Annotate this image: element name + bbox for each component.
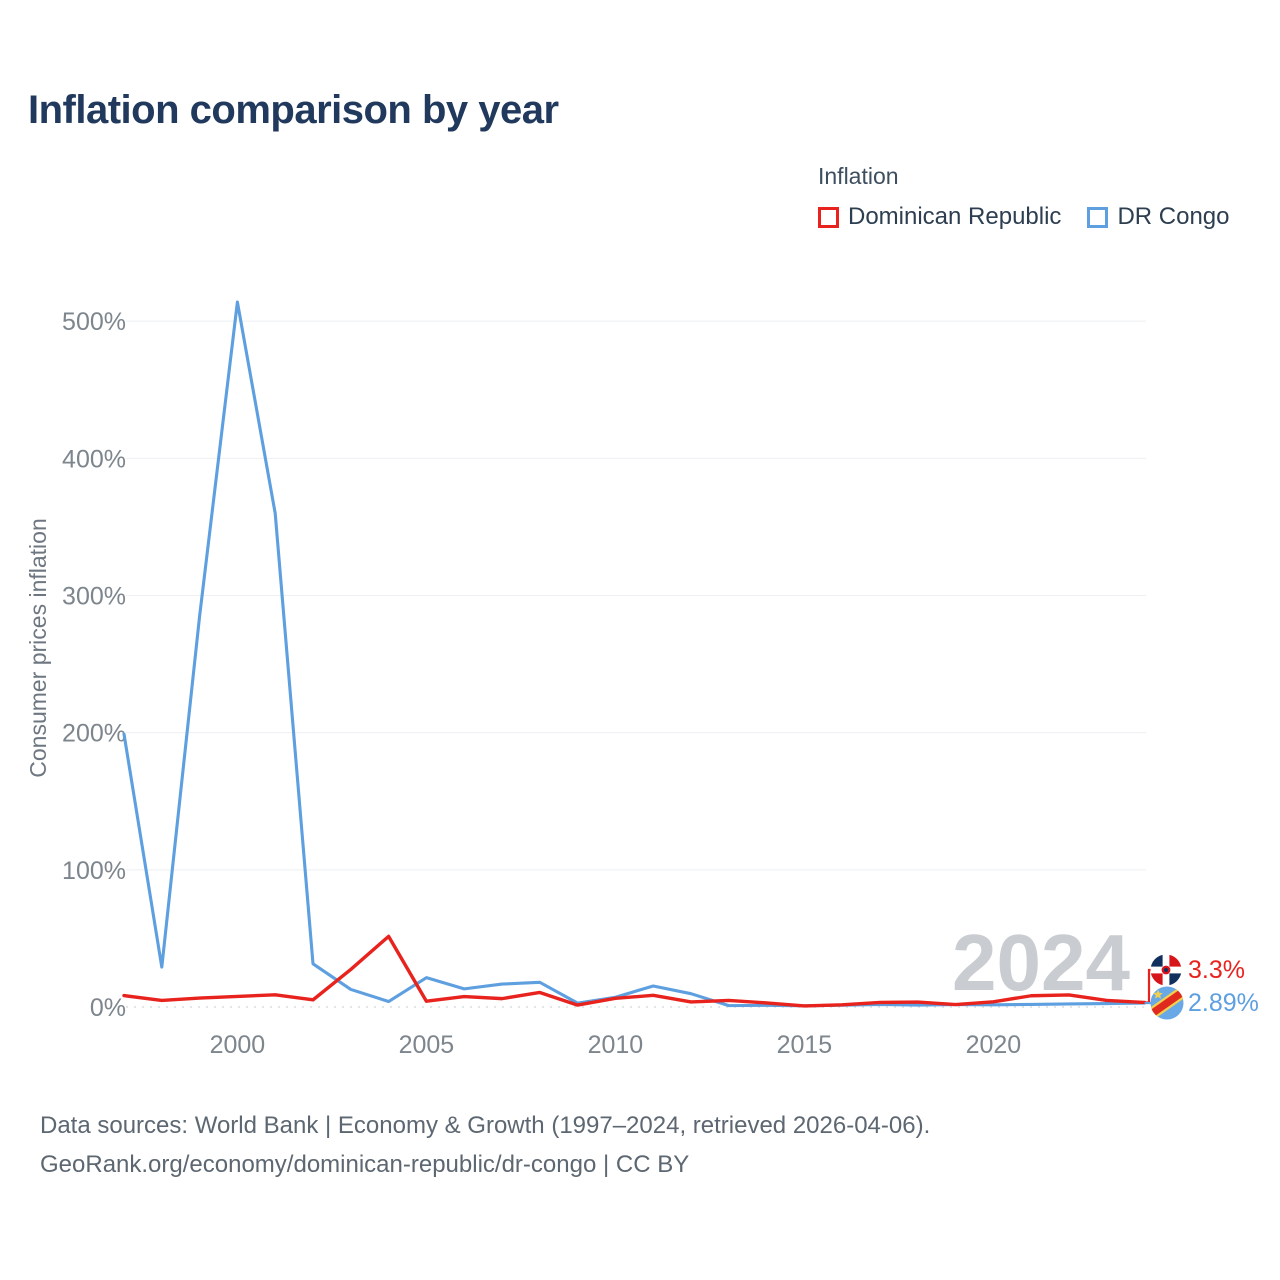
x-tick-label: 2015 — [777, 1031, 833, 1059]
footer: Data sources: World Bank | Economy & Gro… — [40, 1106, 930, 1184]
legend-item-dominican-republic[interactable]: Dominican Republic — [818, 203, 1061, 231]
page-title: Inflation comparison by year — [28, 88, 559, 132]
legend-swatch-dr-congo — [1087, 206, 1109, 228]
footer-attribution-line: GeoRank.org/economy/dominican-republic/d… — [40, 1151, 690, 1178]
y-axis-title: Consumer prices inflation — [25, 518, 51, 778]
dominican-republic-flag-icon — [1150, 954, 1182, 986]
series-line-dr-congo[interactable] — [122, 300, 1147, 1008]
x-tick-label: 2020 — [966, 1031, 1022, 1059]
x-tick-label: 2010 — [588, 1031, 644, 1059]
legend-items: Dominican Republic DR Congo — [818, 203, 1230, 231]
x-tick-label: 2000 — [210, 1031, 266, 1059]
chart-canvas: 0% 100% 200% 300% 400% 500% 2000 2005 2010 2015 20… — [25, 300, 1154, 1059]
legend-swatch-dominican-republic — [818, 206, 839, 228]
y-tick-label: 100% — [62, 857, 126, 885]
legend-item-dr-congo[interactable]: DR Congo — [1087, 203, 1230, 231]
x-tick-label: 2005 — [399, 1031, 455, 1059]
footer-source-line: Data sources: World Bank | Economy & Gro… — [40, 1112, 931, 1139]
y-tick-label: 200% — [62, 720, 126, 748]
series-line-dominican-republic[interactable] — [122, 934, 1147, 1008]
legend: Inflation Dominican Republic DR Congo — [818, 163, 1230, 231]
legend-label-dr-congo: DR Congo — [1117, 203, 1230, 230]
y-tick-label: 500% — [62, 308, 126, 336]
end-value-dr-congo: 2.89% — [1188, 989, 1259, 1017]
y-tick-label: 300% — [62, 582, 126, 610]
dr-congo-flag-icon — [1150, 986, 1184, 1020]
inflation-line-chart: 0% 100% 200% 300% 400% 500% 2000 2005 2010 2015 20… — [0, 250, 1280, 1080]
watermark-year: 2024 — [952, 918, 1130, 1007]
y-tick-label: 400% — [62, 445, 126, 473]
legend-label-dominican-republic: Dominican Republic — [848, 203, 1062, 230]
legend-title: Inflation — [818, 163, 899, 189]
end-value-dominican-republic: 3.3% — [1188, 956, 1245, 984]
y-tick-label: 0% — [90, 994, 126, 1022]
